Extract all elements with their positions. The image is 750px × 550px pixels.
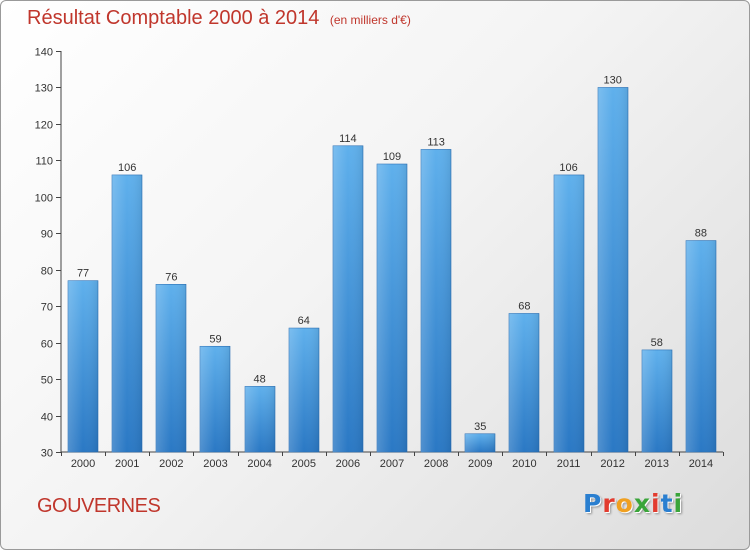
- bar-value-label: 58: [651, 337, 663, 349]
- y-tick-label: 50: [41, 375, 53, 387]
- commune-name: GOUVERNES: [37, 495, 161, 517]
- x-tick-label: 2012: [600, 458, 624, 470]
- bar-shine: [554, 174, 584, 453]
- bar-shine: [333, 145, 363, 453]
- bar-value-label: 59: [209, 333, 221, 345]
- bar-shine: [686, 240, 716, 452]
- chart-value-labels: 77 106 76 59 48 64 114 109 113 35 68 106 130 58 88: [77, 74, 707, 432]
- x-tick-label: 2000: [71, 458, 95, 470]
- y-tick-label: 100: [35, 193, 53, 205]
- x-tick-label: 2005: [291, 458, 315, 470]
- bar-value-label: 114: [339, 133, 357, 145]
- bar-value-label: 35: [474, 421, 486, 433]
- x-tick-label: 2003: [203, 458, 227, 470]
- chart-title: Résultat Comptable 2000 à 2014 (en milli…: [27, 7, 411, 30]
- chart-title-text: Résultat Comptable 2000 à 2014: [27, 7, 320, 29]
- bar-value-label: 68: [518, 300, 530, 312]
- y-tick-label: 120: [35, 120, 53, 132]
- x-tick-label: 2014: [689, 458, 713, 470]
- y-tick-label: 60: [41, 339, 53, 351]
- bar-shine: [421, 149, 451, 452]
- logo-letter: r: [602, 489, 616, 518]
- bar-value-label: 77: [77, 268, 89, 280]
- logo-letter: i: [673, 489, 684, 518]
- x-tick-label: 2001: [115, 458, 139, 470]
- logo-letter: t: [660, 489, 674, 518]
- y-tick-label: 40: [41, 412, 53, 424]
- y-tick-label: 110: [35, 156, 53, 168]
- bar-shine: [642, 349, 672, 452]
- logo-letter: x: [633, 489, 651, 518]
- y-tick-label: 80: [41, 266, 53, 278]
- bar-value-label: 130: [603, 74, 621, 86]
- bar-shine: [509, 313, 539, 452]
- logo-letter: P: [583, 489, 603, 518]
- logo-letter: o: [615, 489, 634, 518]
- x-tick-label: 2011: [557, 458, 581, 470]
- y-tick-label: 70: [41, 302, 53, 314]
- y-tick-label: 130: [35, 83, 53, 95]
- chart-bars: [67, 87, 717, 453]
- y-tick-label: 30: [41, 448, 53, 460]
- y-tick-label: 90: [41, 229, 53, 241]
- bar-shine: [598, 87, 628, 453]
- bar-shine: [68, 280, 98, 452]
- bar-shine: [245, 386, 275, 452]
- x-tick-label: 2006: [336, 458, 360, 470]
- bar-shine: [156, 284, 186, 452]
- bar-shine: [200, 346, 230, 452]
- bar-shine: [377, 164, 407, 452]
- logo-letter: i: [651, 489, 661, 518]
- x-tick-label: 2008: [424, 458, 448, 470]
- bar-shine: [112, 174, 142, 453]
- bar-value-label: 48: [253, 373, 265, 385]
- y-tick-label: 140: [35, 47, 53, 59]
- x-tick-label: 2002: [159, 458, 183, 470]
- bar-shine: [289, 328, 319, 452]
- x-tick-label: 2009: [468, 458, 492, 470]
- bar-shine: [465, 433, 495, 452]
- x-tick-label: 2013: [645, 458, 669, 470]
- proxiti-logo: Proxiti: [583, 489, 683, 518]
- bar-value-label: 106: [118, 162, 136, 174]
- bar-value-label: 76: [165, 271, 177, 283]
- bar-value-label: 109: [383, 151, 401, 163]
- bar-value-label: 88: [695, 228, 707, 240]
- chart-unit-note: (en milliers d'€): [329, 13, 411, 27]
- x-tick-label: 2010: [512, 458, 536, 470]
- x-tick-label: 2007: [380, 458, 404, 470]
- bar-value-label: 64: [298, 315, 310, 327]
- bar-value-label: 113: [427, 136, 445, 148]
- x-tick-label: 2004: [247, 458, 271, 470]
- bar-value-label: 106: [559, 162, 577, 174]
